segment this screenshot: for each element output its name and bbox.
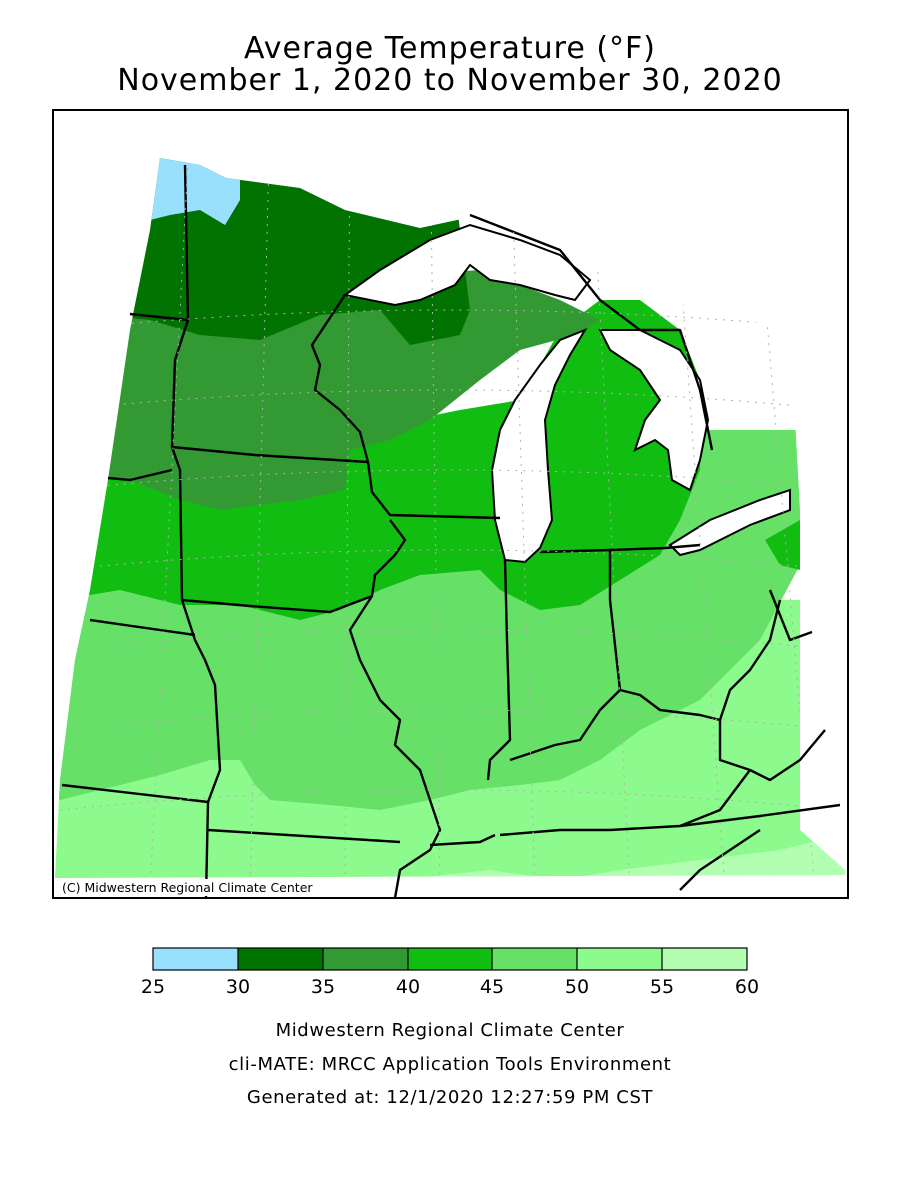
legend-bin-40-45 — [408, 948, 492, 970]
lake-huron — [598, 329, 710, 492]
legend-bin-55-60 — [662, 948, 747, 970]
lake-superior — [342, 223, 592, 307]
legend-bin-50-55 — [577, 948, 662, 970]
legend-tick: 25 — [140, 976, 166, 998]
legend-tick: 50 — [564, 976, 590, 998]
lake-erie — [668, 488, 791, 557]
lake-michigan — [490, 327, 588, 564]
region-40-45 — [55, 300, 800, 620]
legend-bin-45-50 — [492, 948, 577, 970]
legend-tick: 30 — [225, 976, 251, 998]
map-title: Average Temperature (°F) — [244, 31, 656, 66]
footer-organization: Midwestern Regional Climate Center — [275, 1020, 625, 1041]
legend-bin-30-35 — [238, 948, 323, 970]
state-borders — [61, 164, 841, 899]
legend-bin-25-30 — [153, 948, 238, 970]
legend-tick: 35 — [310, 976, 336, 998]
footer-tool-name: cli-MATE: MRCC Application Tools Environ… — [228, 1054, 672, 1075]
map-date-range: November 1, 2020 to November 30, 2020 — [117, 63, 783, 98]
legend-colorbar — [152, 947, 748, 971]
legend-tick: 40 — [395, 976, 421, 998]
temperature-regions — [55, 158, 845, 878]
legend-tick: 60 — [734, 976, 760, 998]
legend-tick: 55 — [649, 976, 675, 998]
legend-bin-35-40 — [323, 948, 408, 970]
footer-generated-at: Generated at: 12/1/2020 12:27:59 PM CST — [246, 1087, 654, 1108]
legend-tick: 45 — [479, 976, 505, 998]
great-lakes — [342, 223, 791, 564]
map-credit: (C) Midwestern Regional Climate Center — [58, 879, 317, 896]
